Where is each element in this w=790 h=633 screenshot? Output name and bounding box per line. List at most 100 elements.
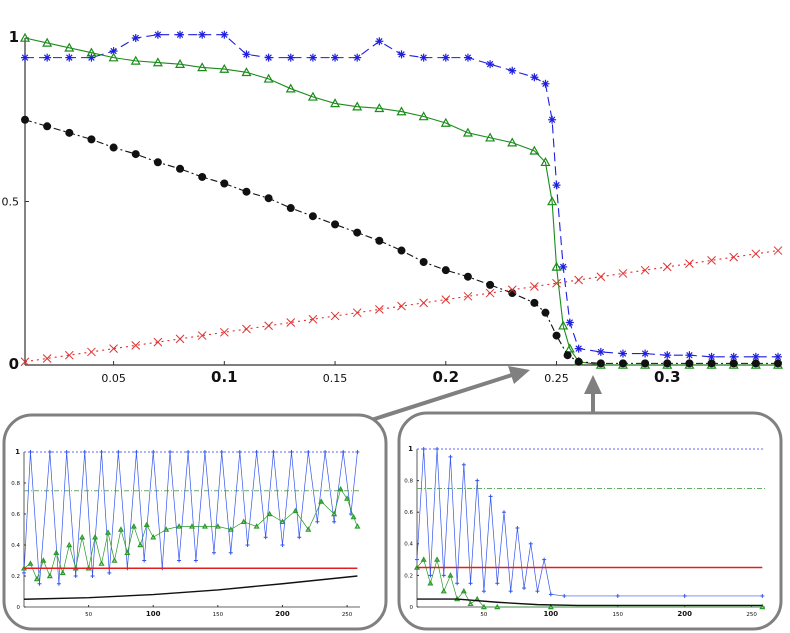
data-point [397, 50, 406, 59]
data-point [198, 30, 207, 39]
data-point [574, 344, 583, 353]
data-point [463, 272, 472, 281]
data-point [65, 128, 74, 137]
data-point [448, 454, 453, 459]
data-point [109, 143, 118, 152]
data-point [20, 357, 30, 367]
inset-panel-right: 50 100 150 200 250 0 0.2 0.4 0.6 0.8 1 [397, 411, 783, 631]
data-point [220, 30, 229, 39]
inset-series-layer [413, 447, 766, 610]
series-line [23, 488, 358, 581]
data-point [528, 541, 533, 546]
data-point [460, 587, 467, 594]
data-point [596, 359, 605, 368]
y-tick-label: 0.2 [11, 574, 20, 580]
data-point [418, 111, 429, 121]
data-point [641, 349, 650, 358]
data-point [33, 575, 40, 582]
data-point [375, 236, 384, 245]
x-tick-label: 0.2 [433, 368, 460, 386]
data-point [375, 37, 384, 46]
data-point [507, 285, 517, 295]
data-point [219, 327, 229, 337]
data-point [397, 246, 406, 255]
x-tick-label: 150 [613, 612, 624, 618]
data-point [43, 122, 52, 131]
data-point [615, 593, 620, 598]
data-point [542, 557, 547, 562]
data-point [420, 556, 427, 562]
data-point [463, 53, 472, 62]
series-2 [21, 115, 782, 368]
data-point [508, 66, 517, 75]
data-point [307, 91, 318, 101]
y-tick-label: 0 [410, 605, 414, 611]
data-point [87, 347, 96, 357]
x-tick-label: 0.1 [211, 368, 238, 386]
data-point [286, 318, 296, 327]
data-point [574, 275, 584, 285]
data-point [186, 450, 191, 454]
data-point [130, 523, 137, 529]
main-chart: 0.05 0.1 0.15 0.2 0.25 0.3 0 0.5 1 [2, 28, 784, 386]
data-point [441, 295, 451, 304]
inset-left-plot: 50 100 150 200 250 0 0.2 0.4 0.6 0.8 1 [11, 448, 361, 618]
data-point [47, 450, 52, 454]
series-line [24, 250, 779, 363]
data-point [64, 450, 69, 454]
data-point [331, 220, 340, 229]
data-point [330, 98, 341, 108]
data-point [92, 534, 99, 540]
data-point [541, 308, 550, 317]
series-line [25, 34, 778, 358]
data-point [142, 558, 147, 563]
data-point [79, 534, 86, 540]
data-point [177, 558, 182, 563]
data-point [535, 589, 540, 594]
data-point [559, 262, 568, 271]
data-point [285, 83, 296, 93]
data-point [64, 350, 74, 360]
data-point [522, 586, 527, 591]
callout-arrow-left [364, 373, 513, 424]
data-point [323, 450, 328, 454]
data-point [552, 181, 561, 190]
data-point [286, 204, 295, 213]
data-point [153, 337, 163, 347]
data-point [463, 291, 473, 301]
data-point [396, 106, 407, 116]
data-point [297, 535, 302, 540]
data-point [552, 278, 561, 288]
data-point [495, 581, 500, 586]
callout-arrow-left-head [508, 366, 530, 384]
data-point [151, 450, 156, 454]
data-point [116, 450, 121, 454]
data-point [168, 450, 173, 454]
data-point [65, 53, 74, 62]
data-point [529, 145, 540, 155]
data-point [242, 50, 251, 59]
data-point [143, 521, 150, 528]
data-point [760, 593, 765, 598]
data-point [773, 246, 783, 255]
data-point [237, 450, 242, 454]
data-point [331, 53, 340, 62]
data-point [107, 570, 112, 575]
data-point [355, 450, 360, 454]
data-point [337, 485, 344, 492]
data-point [42, 37, 53, 47]
data-point [308, 314, 318, 324]
data-point [98, 560, 105, 566]
data-point [618, 359, 627, 368]
data-point [28, 450, 33, 454]
x-tick-label: 250 [342, 612, 353, 618]
data-point [415, 557, 419, 562]
x-tick-label: 50 [85, 612, 92, 618]
data-point [219, 450, 224, 454]
series-line [24, 37, 778, 366]
data-point [37, 581, 42, 586]
data-point [618, 269, 628, 278]
series-1 [413, 556, 766, 610]
data-point [264, 321, 273, 331]
data-point [332, 519, 337, 524]
